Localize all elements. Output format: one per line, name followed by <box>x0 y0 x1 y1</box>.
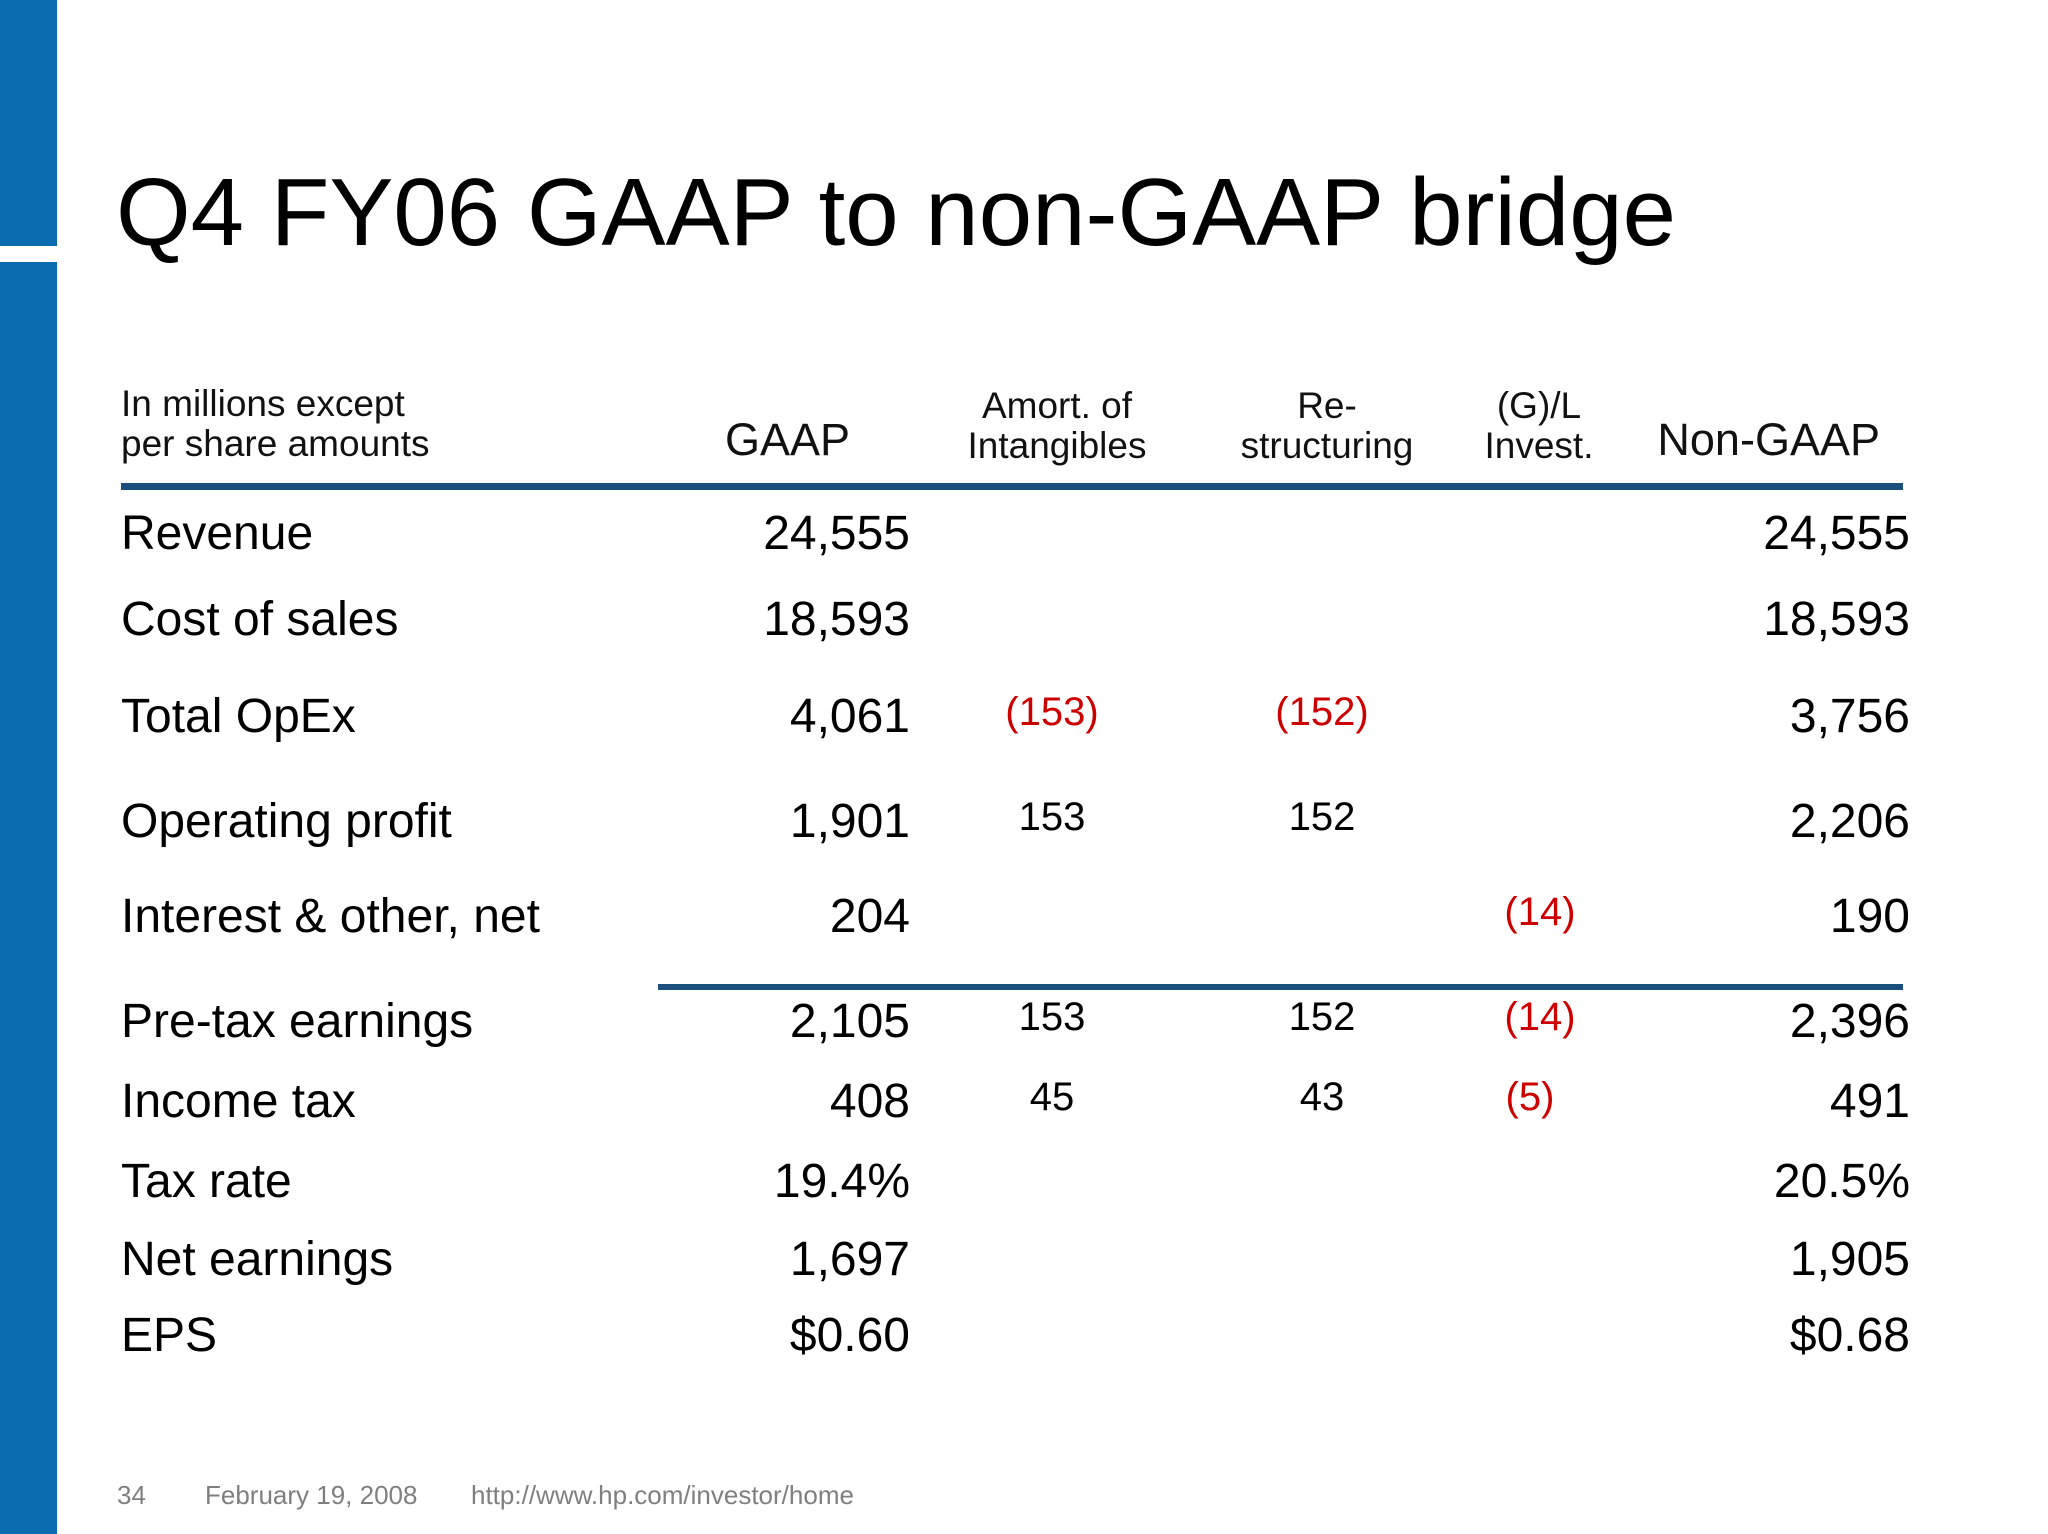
nongaap-value: 18,593 <box>1763 593 1910 646</box>
nongaap-value: 2,206 <box>1789 795 1910 848</box>
nongaap-header: Non-GAAP <box>1657 414 1880 465</box>
restructuring-header-line2: structuring <box>1240 425 1414 466</box>
row-label: EPS <box>121 1309 218 1362</box>
footer-date: February 19, 2008 <box>205 1480 418 1510</box>
amort-adjustment: 45 <box>1029 1075 1075 1119</box>
gaap-value: 2,105 <box>789 995 910 1048</box>
restructuring-adjustment: 152 <box>1288 795 1356 839</box>
gaap-value: 19.4% <box>773 1155 910 1208</box>
gl-invest-adjustment: (14) <box>1504 995 1576 1039</box>
nongaap-value: $0.68 <box>1789 1309 1910 1362</box>
nongaap-value: 20.5% <box>1773 1155 1910 1208</box>
row-label: Income tax <box>121 1075 356 1128</box>
accent-bar-top <box>0 0 57 246</box>
gaap-header: GAAP <box>724 414 850 465</box>
nongaap-value: 491 <box>1829 1075 1910 1128</box>
restructuring-adjustment: (152) <box>1275 690 1369 734</box>
amort-header-line1: Amort. of <box>981 385 1133 426</box>
amort-header: Amort. of Intangibles <box>927 386 1187 466</box>
amort-adjustment: 153 <box>1018 795 1086 839</box>
gaap-value: 1,697 <box>789 1233 910 1286</box>
gaap-value: 18,593 <box>763 593 910 646</box>
page-number: 34 <box>117 1480 146 1510</box>
gaap-value: 204 <box>829 890 910 943</box>
gaap-value: 4,061 <box>789 690 910 743</box>
row-label: Operating profit <box>121 795 452 848</box>
restructuring-adjustment: 152 <box>1288 995 1356 1039</box>
accent-bar-bottom <box>0 262 57 1534</box>
units-header-line1: In millions except <box>121 383 405 424</box>
nongaap-value: 1,905 <box>1789 1233 1910 1286</box>
gaap-value: $0.60 <box>789 1309 910 1362</box>
row-label: Net earnings <box>121 1233 394 1286</box>
restructuring-adjustment: 43 <box>1299 1075 1345 1119</box>
subtotal-rule <box>658 984 1903 990</box>
nongaap-value: 3,756 <box>1789 690 1910 743</box>
row-label: Interest & other, net <box>121 890 540 943</box>
gl-invest-header-line1: (G)/L <box>1496 385 1582 426</box>
gl-invest-header: (G)/L Invest. <box>1409 386 1669 466</box>
nongaap-value: 190 <box>1829 890 1910 943</box>
footer-url[interactable]: http://www.hp.com/investor/home <box>471 1480 854 1510</box>
amort-adjustment: 153 <box>1018 995 1086 1039</box>
gl-invest-adjustment: (5) <box>1505 1075 1555 1119</box>
amort-adjustment: (153) <box>1005 690 1099 734</box>
row-label: Total OpEx <box>121 690 356 743</box>
gaap-value: 1,901 <box>789 795 910 848</box>
slide-title: Q4 FY06 GAAP to non-GAAP bridge <box>116 159 1676 266</box>
restructuring-header: Re- structuring <box>1197 386 1457 466</box>
header-rule <box>121 483 1903 490</box>
gl-invest-adjustment: (14) <box>1504 890 1576 934</box>
row-label: Cost of sales <box>121 593 399 646</box>
units-header-line2: per share amounts <box>121 423 430 464</box>
row-label: Tax rate <box>121 1155 292 1208</box>
row-label: Revenue <box>121 507 314 560</box>
gl-invest-header-line2: Invest. <box>1484 425 1594 466</box>
restructuring-header-line1: Re- <box>1297 385 1357 426</box>
gaap-value: 408 <box>829 1075 910 1128</box>
gaap-value: 24,555 <box>763 507 910 560</box>
nongaap-value: 2,396 <box>1789 995 1910 1048</box>
nongaap-value: 24,555 <box>1763 507 1910 560</box>
units-header: In millions except per share amounts <box>121 384 641 464</box>
row-label: Pre-tax earnings <box>121 995 474 1048</box>
amort-header-line2: Intangibles <box>967 425 1147 466</box>
